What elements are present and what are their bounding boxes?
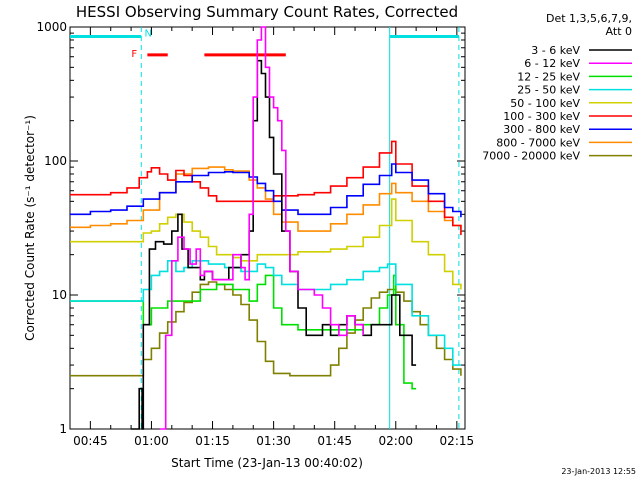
x-tick-label: 01:45	[317, 434, 352, 448]
y-tick-label: 1000	[36, 20, 67, 34]
axis-ticks: 00:45 01:00 01:15 01:30 01:45 02:00 02:15 1 10 10…	[36, 20, 474, 448]
legend-header-detectors: Det 1,3,5,6,7,9,	[546, 12, 632, 25]
legend-label: 6 - 12 keV	[524, 57, 580, 70]
y-axis-label: Corrected Count Rate (s⁻¹ detector⁻¹)	[23, 115, 37, 341]
flag-label-n: N	[145, 28, 152, 39]
x-tick-label: 00:45	[73, 434, 108, 448]
series-line-6	[70, 163, 462, 218]
x-axis-label: Start Time (23-Jan-13 00:40:02)	[171, 456, 363, 470]
legend-label: 100 - 300 keV	[503, 110, 580, 123]
series-line-8	[70, 281, 462, 377]
series-line-2	[70, 274, 417, 390]
x-tick-label: 01:00	[134, 434, 169, 448]
y-tick-label: 10	[52, 288, 67, 302]
series-line-3	[70, 260, 461, 366]
legend-label: 12 - 25 keV	[517, 70, 580, 83]
legend-header-attenuator: Att 0	[606, 25, 632, 38]
status-bars: FN	[70, 27, 460, 429]
flag-label-f: F	[131, 49, 137, 60]
legend-label: 300 - 800 keV	[503, 123, 580, 136]
data-series	[70, 26, 462, 430]
x-tick-label: 02:15	[440, 434, 475, 448]
legend-label: 7000 - 20000 keV	[482, 150, 580, 163]
x-tick-label: 02:00	[378, 434, 413, 448]
x-tick-label: 01:15	[195, 434, 230, 448]
legend-label: 800 - 7000 keV	[496, 136, 580, 149]
y-tick-label: 100	[44, 154, 67, 168]
y-tick-label: 1	[59, 422, 67, 436]
legend-label: 3 - 6 keV	[531, 44, 580, 57]
legend-label: 50 - 100 keV	[510, 97, 580, 110]
chart-title: HESSI Observing Summary Count Rates, Cor…	[76, 3, 458, 21]
footer-timestamp: 23-Jan-2013 12:55	[561, 467, 636, 476]
legend-label: 25 - 50 keV	[517, 84, 580, 97]
x-tick-label: 01:30	[256, 434, 291, 448]
series-line-7	[70, 166, 462, 232]
series-line-1	[159, 26, 364, 430]
plot-frame	[69, 26, 466, 430]
